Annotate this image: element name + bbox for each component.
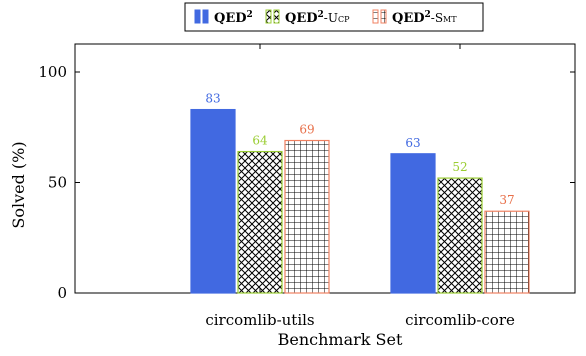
- y-tick-label: 0: [57, 284, 67, 302]
- bar: [437, 177, 483, 294]
- bar: [484, 210, 530, 294]
- x-tick-label: circomlib-utils: [205, 311, 314, 329]
- y-axis-label: Solved (%): [9, 141, 28, 228]
- bar-value-label: 83: [205, 92, 220, 106]
- legend: QED2 QED2-Ucp QED2-Smt: [184, 2, 484, 32]
- bar: [390, 153, 436, 294]
- axis-ticks: 0 50 100 circomlib-utils circomlib-core: [38, 44, 575, 329]
- legend-box: [184, 2, 484, 32]
- legend-label: QED2-Ucp: [285, 10, 350, 26]
- bar-value-label: 69: [299, 123, 314, 137]
- legend-label: QED2: [214, 10, 253, 26]
- bar-value-label: 37: [499, 193, 514, 207]
- legend-swatch: [194, 9, 209, 24]
- legend-label: QED2-Smt: [392, 10, 457, 26]
- bar-value-label: 63: [405, 136, 420, 150]
- x-tick-label: circomlib-core: [405, 311, 515, 329]
- x-axis-label: Benchmark Set: [278, 330, 403, 349]
- bar: [237, 150, 283, 294]
- legend-swatch: [372, 9, 387, 24]
- bar-value-label: 52: [452, 160, 467, 174]
- bar-value-label: 64: [252, 134, 268, 148]
- bar: [190, 108, 236, 294]
- bar: [284, 139, 330, 294]
- y-tick-label: 50: [48, 174, 67, 192]
- legend-swatch: [265, 9, 280, 24]
- y-tick-label: 100: [38, 63, 67, 81]
- bars: 83 64 69 63 52 37: [190, 92, 530, 294]
